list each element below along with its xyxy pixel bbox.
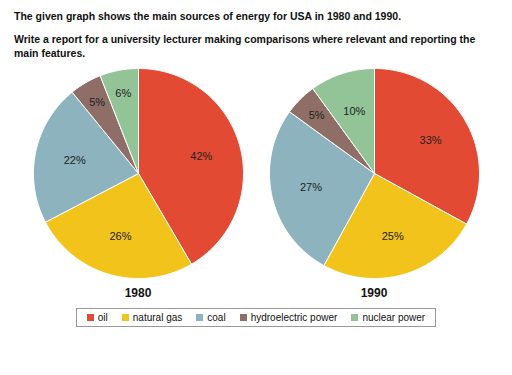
- svg-text:25%: 25%: [382, 230, 404, 242]
- svg-text:5%: 5%: [309, 109, 325, 121]
- html-text:hydroelectric power: hydroelectric power: [250, 312, 338, 324]
- html-text:Write a report for a universit: Write a report for a university lecturer…: [14, 33, 476, 60]
- html-text:oil: oil: [97, 312, 108, 324]
- svg-text:33%: 33%: [420, 134, 442, 146]
- html-text:natural gas: natural gas: [132, 312, 183, 324]
- svg-text:10%: 10%: [343, 105, 365, 117]
- html-text:nuclear power: nuclear power: [362, 312, 426, 324]
- html-text:The given graph shows the main: The given graph shows the main sources o…: [14, 10, 402, 22]
- svg-text:27%: 27%: [300, 182, 322, 194]
- svg-text:5%: 5%: [89, 97, 105, 109]
- html-text:coal: coal: [207, 312, 226, 324]
- svg-text:42%: 42%: [190, 150, 212, 162]
- svg-text:6%: 6%: [115, 87, 131, 99]
- html-text:1980: 1980: [124, 286, 152, 301]
- html-text:1990: 1990: [360, 286, 388, 301]
- svg-text:22%: 22%: [64, 154, 86, 166]
- svg-text:26%: 26%: [109, 230, 131, 242]
